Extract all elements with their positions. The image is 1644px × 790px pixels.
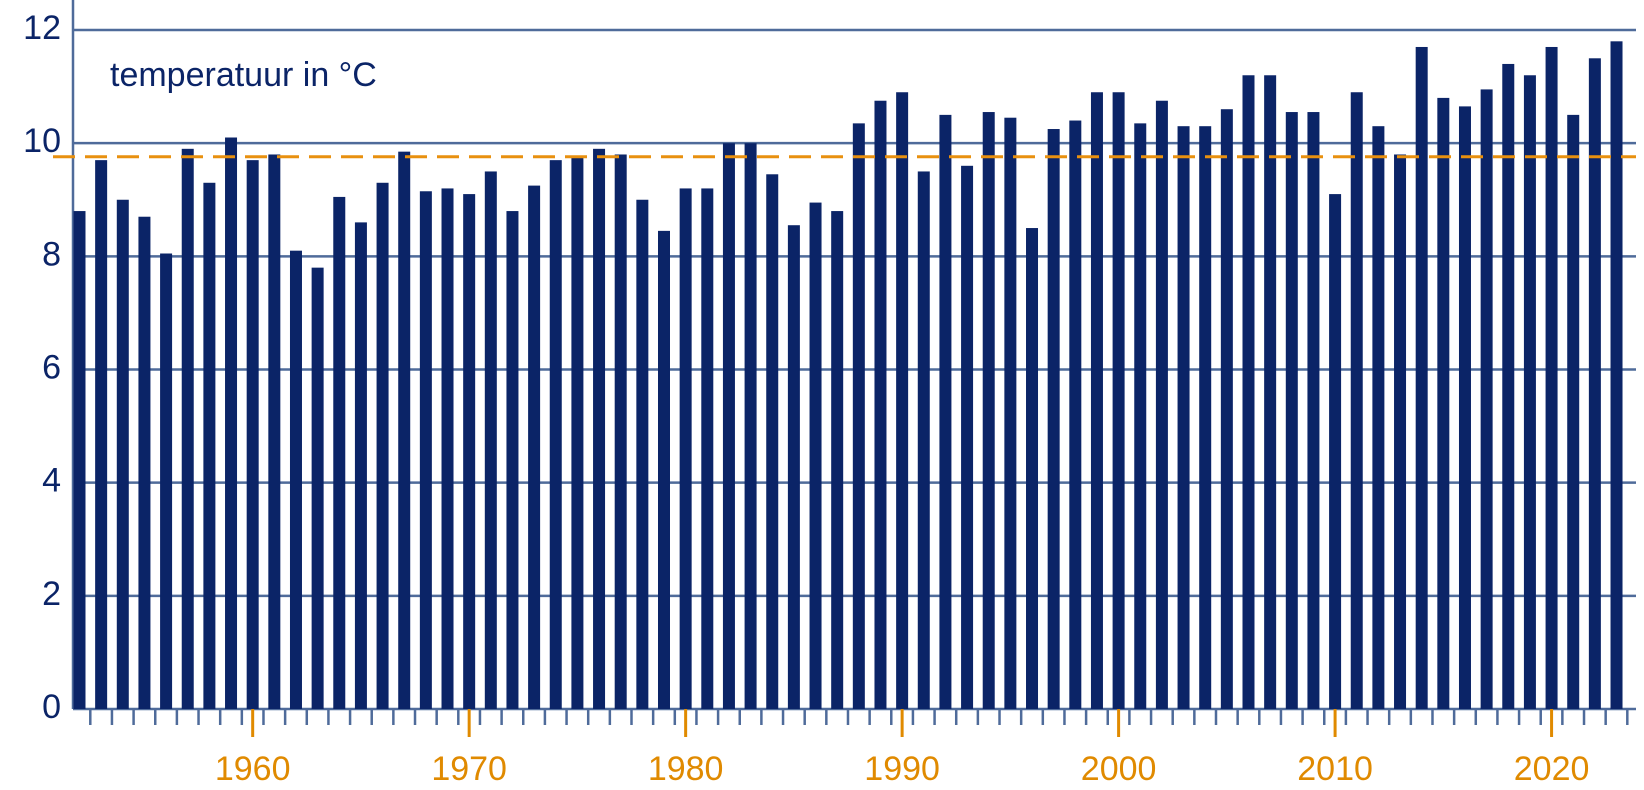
bar [1177,126,1190,710]
bar [1134,123,1147,710]
bar [311,267,324,709]
bar [1502,63,1515,709]
bar [1199,126,1212,710]
bar [441,188,454,709]
bar [831,211,844,710]
bar [1394,154,1407,709]
bar [1090,92,1103,709]
y-tick-label: 0 [42,688,61,726]
bar [593,148,606,709]
bar [722,143,735,709]
bar [506,211,519,710]
x-tick-label: 1980 [648,750,724,788]
bar [398,151,411,709]
bar [1610,41,1623,710]
bar [181,148,194,709]
bar [419,191,432,709]
bar [636,199,649,709]
bar [1329,194,1342,709]
bar [874,100,887,709]
bar [73,211,86,710]
bar [528,185,541,709]
bar [1069,120,1082,710]
bar [1307,112,1320,709]
bar [787,225,800,709]
bar [160,253,173,710]
bar [116,199,129,709]
bar [809,202,822,709]
bar [333,196,346,709]
bar [246,160,259,709]
bar [1220,109,1233,709]
bar [961,165,974,710]
bar [1523,75,1536,710]
bar [549,160,562,709]
x-tick-label: 2000 [1081,750,1157,788]
bar [1112,92,1125,709]
bar [701,188,714,709]
x-tick-label: 2020 [1514,750,1590,788]
bar [657,230,670,709]
bar [679,188,692,709]
bar [268,154,281,709]
bar [1285,112,1298,709]
x-tick-label: 1960 [215,750,291,788]
bar [1415,46,1428,710]
y-tick-label: 2 [42,575,61,613]
bar [354,222,367,709]
bar [1004,117,1017,710]
y-tick-label: 6 [42,348,61,386]
bar [95,160,108,709]
bar [138,216,151,709]
bar [1480,89,1493,710]
bar [1242,75,1255,710]
bar [982,112,995,709]
x-tick-label: 2010 [1297,750,1373,788]
bar [917,171,930,710]
x-tick-label: 1970 [431,750,507,788]
bar [376,182,389,709]
bar [1567,114,1580,709]
bar [571,157,584,709]
bar [1458,106,1471,709]
bar [939,114,952,709]
bar [1588,58,1601,709]
bar [484,171,497,710]
y-tick-label: 10 [23,122,61,160]
bar [1155,100,1168,709]
y-tick-label: 8 [42,235,61,273]
bar [766,174,779,710]
bar [225,137,238,710]
bar [1047,129,1060,710]
x-tick-label: 1990 [864,750,940,788]
bar [896,92,909,709]
bar [744,143,757,709]
bar [1545,46,1558,710]
y-tick-label: 12 [23,9,61,47]
bar [1372,126,1385,710]
bar [1437,97,1450,709]
bar [1350,92,1363,709]
y-tick-label: 4 [42,462,61,500]
bar [614,154,627,709]
bar [203,182,216,709]
bar [1026,228,1039,709]
bar [1264,75,1277,710]
bar [463,194,476,709]
bar [289,250,302,710]
annotation: temperatuur in °C [110,56,377,94]
bar [852,123,865,710]
